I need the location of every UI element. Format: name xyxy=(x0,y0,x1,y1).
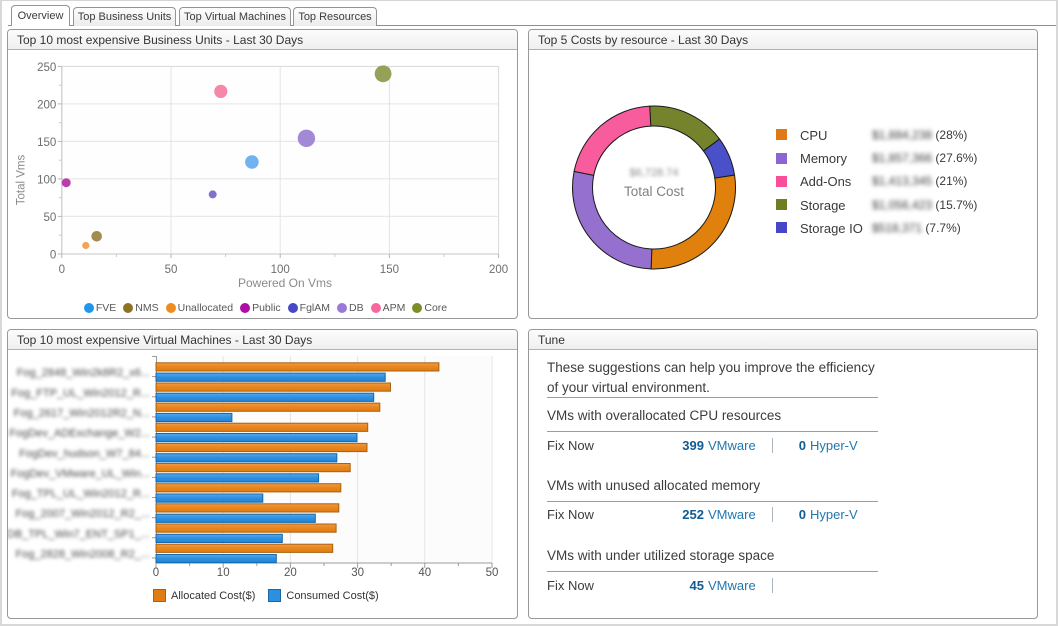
svg-text:30: 30 xyxy=(351,567,364,579)
svg-text:40: 40 xyxy=(418,567,431,579)
svg-text:FogDev_hudson_W7_84...: FogDev_hudson_W7_84... xyxy=(19,448,150,460)
svg-text:50: 50 xyxy=(165,264,178,276)
svg-text:200: 200 xyxy=(37,99,56,111)
svg-text:0: 0 xyxy=(153,567,159,579)
svg-text:100: 100 xyxy=(271,264,290,276)
svg-text:Fog_2617_Win2012R2_N...: Fog_2617_Win2012R2_N... xyxy=(14,408,150,420)
svg-text:FogDev_ADExchange_W2...: FogDev_ADExchange_W2... xyxy=(9,428,150,440)
svg-text:Fog_2848_Win2k8R2_x6...: Fog_2848_Win2k8R2_x6... xyxy=(17,367,150,379)
svg-text:150: 150 xyxy=(37,137,56,149)
svg-text:100: 100 xyxy=(37,174,56,186)
svg-text:0: 0 xyxy=(50,250,56,262)
svg-text:50: 50 xyxy=(486,567,499,579)
svg-text:Powered On Vms: Powered On Vms xyxy=(238,276,332,290)
svg-text:250: 250 xyxy=(37,62,56,74)
svg-text:50: 50 xyxy=(44,212,57,224)
svg-text:DB_TPL_Win7_ENT_SP1_...: DB_TPL_Win7_ENT_SP1_... xyxy=(8,528,150,540)
svg-text:FogDev_VMware_UL_Win...: FogDev_VMware_UL_Win... xyxy=(11,468,150,480)
svg-text:Fog_TPL_UL_Win2012_R...: Fog_TPL_UL_Win2012_R... xyxy=(12,488,150,500)
svg-text:Fog_2007_Win2012_R2_...: Fog_2007_Win2012_R2_... xyxy=(15,508,150,520)
svg-text:0: 0 xyxy=(59,264,65,276)
svg-text:200: 200 xyxy=(489,264,508,276)
svg-text:Fog_FTP_UL_Win2012_R...: Fog_FTP_UL_Win2012_R... xyxy=(11,387,150,399)
svg-text:10: 10 xyxy=(217,567,230,579)
svg-text:20: 20 xyxy=(284,567,297,579)
svg-text:Total Vms: Total Vms xyxy=(16,155,28,206)
svg-text:150: 150 xyxy=(380,264,399,276)
svg-text:Fog_2828_Win2008_R2_...: Fog_2828_Win2008_R2_... xyxy=(15,549,150,561)
